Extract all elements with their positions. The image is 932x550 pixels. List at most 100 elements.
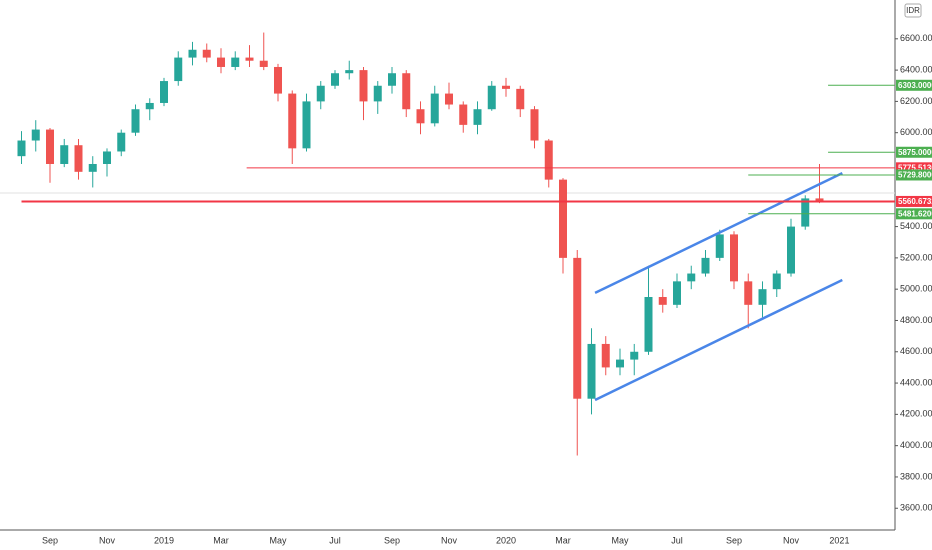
currency-box[interactable] [904, 3, 922, 18]
price-label-box [896, 79, 932, 91]
candle-body [430, 93, 439, 124]
candle-body [231, 57, 240, 67]
y-tick-label: 3800.0000 [900, 471, 932, 481]
candle-body [416, 109, 425, 124]
price-label-box [896, 169, 932, 181]
candle-body [744, 281, 753, 305]
y-tick-label: 4200.0000 [900, 409, 932, 419]
y-tick-label: 6200.0000 [900, 96, 932, 106]
x-tick-label: 2021 [829, 535, 849, 545]
x-tick-label: Jul [671, 535, 683, 545]
x-tick-label: May [269, 535, 287, 545]
candle-body [302, 101, 311, 149]
candle-body [316, 85, 325, 102]
candle-body [815, 198, 824, 202]
y-tick-label: 5200.0000 [900, 252, 932, 262]
x-tick-label: Nov [441, 535, 458, 545]
candle-body [587, 343, 596, 399]
candle-body [473, 109, 482, 125]
price-label-box [896, 146, 932, 158]
y-tick-label: 6000.0000 [900, 127, 932, 137]
candle-body [801, 198, 810, 227]
trend-line [594, 171, 843, 295]
trend-line [594, 278, 843, 402]
candle-body [259, 60, 268, 67]
candle-body [274, 66, 282, 94]
candle-body [487, 85, 496, 110]
price-label: 5875.0000 [898, 148, 932, 157]
candle-body [60, 145, 69, 164]
x-tick-label: Sep [384, 535, 400, 545]
y-tick-label: 4600.0000 [900, 346, 932, 356]
currency[interactable]: IDR [906, 6, 920, 15]
candle-body [88, 163, 97, 172]
price-label: 5775.5130 [898, 163, 932, 172]
x-tick-label: Mar [555, 535, 571, 545]
x-tick-label: Jul [329, 535, 341, 545]
price-label-box [896, 208, 932, 220]
x-tick-label: Nov [783, 535, 800, 545]
candle-body [516, 88, 525, 110]
candle-body [715, 234, 724, 258]
candle-body [46, 129, 54, 164]
candle-body [217, 57, 225, 67]
y-tick-label: 5000.0000 [900, 284, 932, 294]
candle-body [174, 57, 183, 82]
candle-body [160, 81, 168, 103]
candle-body [17, 140, 26, 157]
candle-body [359, 70, 368, 102]
candle-body [787, 226, 795, 274]
x-tick-label: Mar [213, 535, 229, 545]
price-label: 5481.6200 [898, 209, 932, 218]
candle-body [530, 109, 539, 141]
price-label: 6303.0000 [898, 81, 932, 90]
candle-body [345, 70, 354, 74]
y-tick-label: 5400.0000 [900, 221, 932, 231]
y-tick-label: 6600.0000 [900, 33, 932, 43]
candle-body [331, 73, 339, 86]
candle-body [673, 281, 681, 305]
candle-body [644, 297, 653, 352]
candle-body [131, 109, 140, 133]
price-label-box [896, 195, 932, 207]
candle-body [601, 343, 610, 368]
y-tick-label: 4800.0000 [900, 315, 932, 325]
candle-body [502, 85, 510, 89]
candle-body [74, 145, 83, 172]
candle-body [288, 93, 297, 149]
candle-body [544, 140, 553, 180]
candle-body [188, 49, 197, 58]
price-label-box [896, 162, 932, 174]
candle-body [559, 179, 567, 258]
x-tick-label: Nov [99, 535, 116, 545]
candle-body [730, 234, 738, 282]
candle-body [616, 359, 624, 368]
candle-body [373, 85, 382, 102]
x-tick-label: May [611, 535, 629, 545]
candle-body [459, 104, 468, 125]
candle-body [687, 273, 696, 282]
price-label: 5560.6732 [898, 197, 932, 206]
candle-body [701, 257, 710, 274]
price-label: 5729.8000 [898, 171, 932, 180]
y-tick-label: 4400.0000 [900, 377, 932, 387]
candle-body [658, 297, 667, 305]
candle-body [31, 129, 40, 141]
x-tick-label: 2019 [154, 535, 174, 545]
candle-body [202, 49, 211, 58]
candle-body [630, 351, 639, 360]
candle-body [245, 57, 254, 61]
candle-body [117, 132, 126, 152]
candle-body [402, 73, 411, 110]
x-tick-label: Sep [726, 535, 742, 545]
candle-body [445, 93, 453, 105]
candle-body [772, 273, 781, 290]
candle-body [103, 151, 111, 164]
y-tick-label: 6400.0000 [900, 64, 932, 74]
x-tick-label: Sep [42, 535, 58, 545]
y-tick-label: 3600.0000 [900, 503, 932, 513]
x-tick-label: 2020 [496, 535, 516, 545]
candle-body [758, 289, 767, 305]
